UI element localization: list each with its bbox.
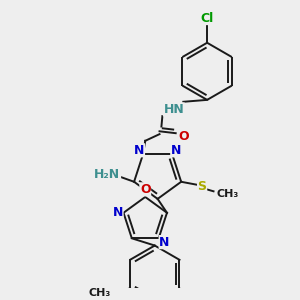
Text: CH₃: CH₃ bbox=[88, 288, 111, 298]
Text: N: N bbox=[112, 206, 123, 219]
Text: H₂N: H₂N bbox=[94, 168, 121, 181]
Text: N: N bbox=[159, 236, 170, 249]
Text: O: O bbox=[140, 183, 151, 196]
Text: N: N bbox=[134, 144, 144, 157]
Text: CH₃: CH₃ bbox=[217, 189, 239, 199]
Text: Cl: Cl bbox=[200, 11, 214, 25]
Text: O: O bbox=[178, 130, 189, 142]
Text: HN: HN bbox=[164, 103, 184, 116]
Text: S: S bbox=[198, 180, 207, 193]
Text: N: N bbox=[171, 144, 181, 157]
